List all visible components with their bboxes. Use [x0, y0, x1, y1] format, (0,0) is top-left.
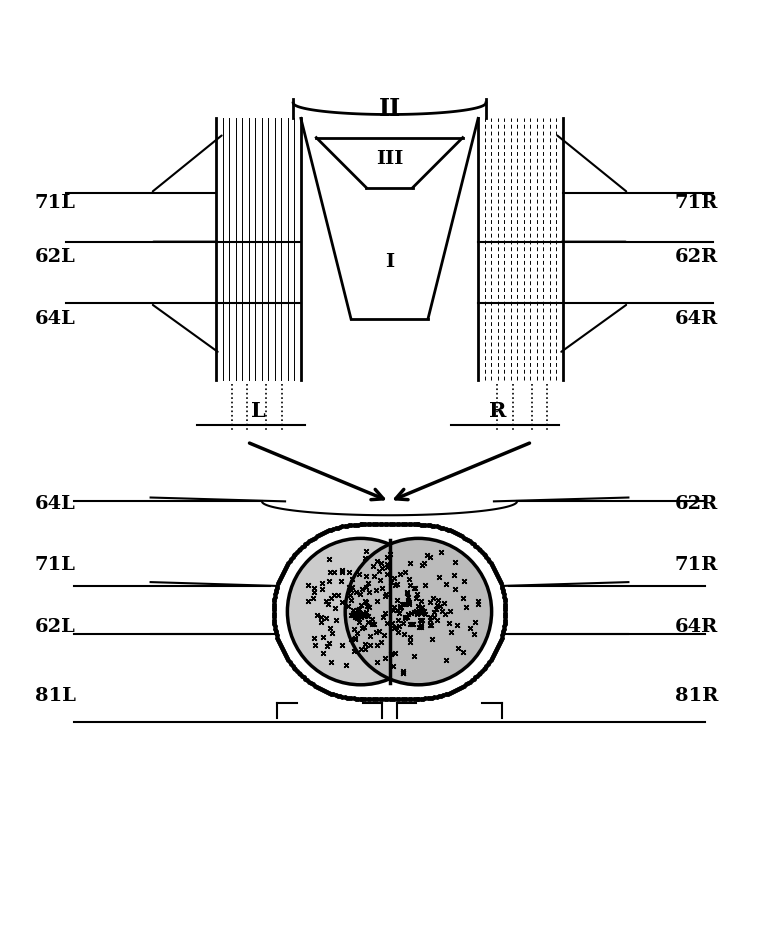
Text: 62L: 62L: [35, 618, 76, 636]
Text: 71L: 71L: [35, 556, 76, 574]
Text: R: R: [488, 401, 506, 421]
Text: 71R: 71R: [675, 194, 718, 212]
Text: II: II: [379, 98, 400, 121]
Text: L: L: [251, 401, 266, 421]
Text: III: III: [375, 150, 404, 168]
Text: 64R: 64R: [675, 618, 718, 636]
Circle shape: [287, 538, 434, 685]
Text: 64R: 64R: [675, 310, 718, 327]
Text: 81R: 81R: [675, 688, 718, 705]
Text: 62R: 62R: [675, 248, 718, 266]
Text: 64L: 64L: [35, 494, 76, 513]
Text: 71L: 71L: [35, 194, 76, 212]
Text: 81L: 81L: [35, 688, 76, 705]
Circle shape: [345, 538, 492, 685]
Text: 71R: 71R: [675, 556, 718, 574]
Text: 62R: 62R: [675, 494, 718, 513]
Text: 62L: 62L: [35, 248, 76, 266]
Text: 64L: 64L: [35, 310, 76, 327]
Text: I: I: [385, 253, 394, 271]
